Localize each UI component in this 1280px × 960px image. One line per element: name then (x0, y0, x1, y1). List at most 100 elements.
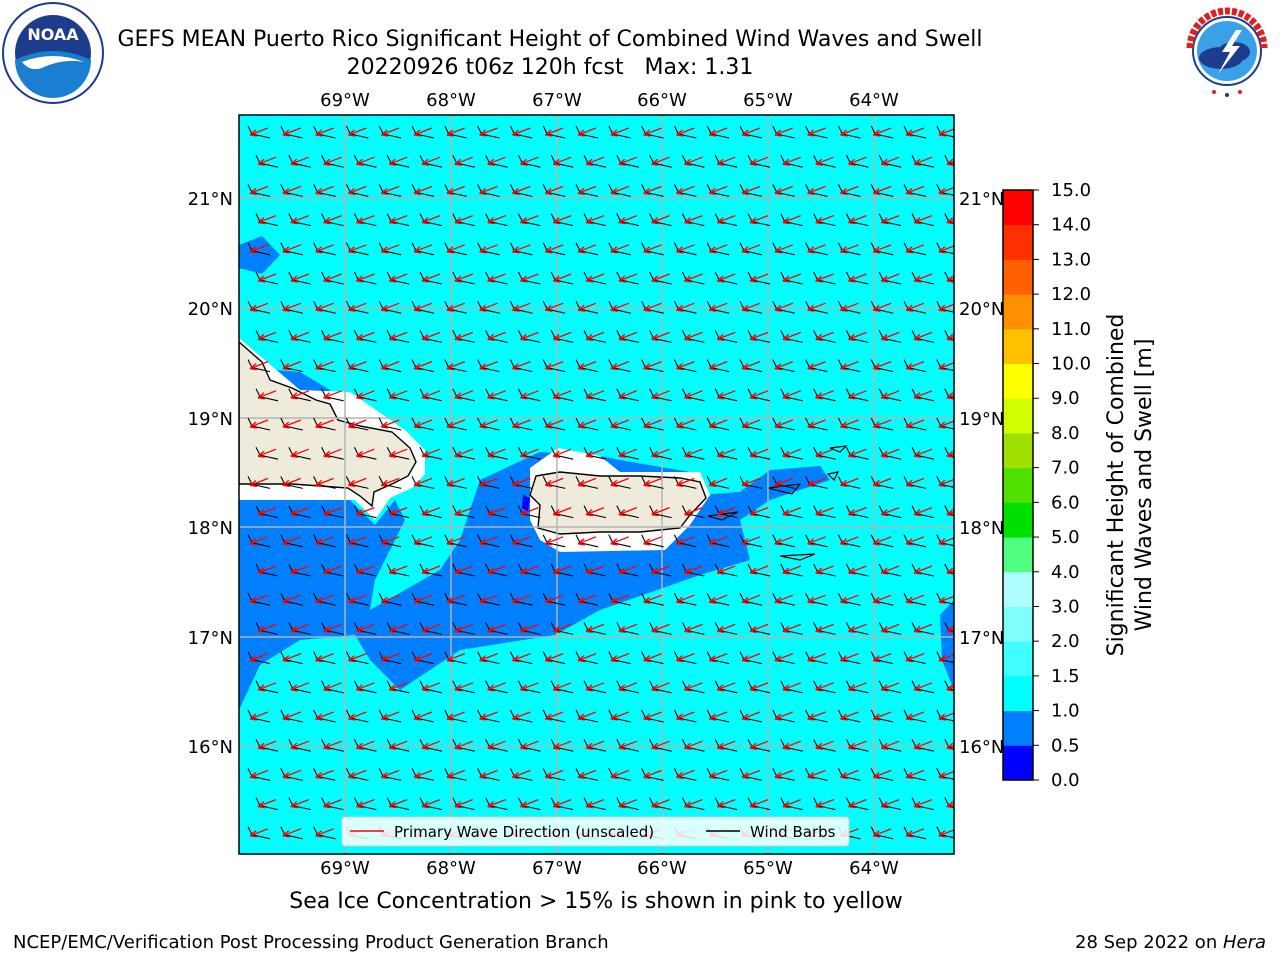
wind-barb (313, 242, 336, 256)
wave-arrow (552, 798, 572, 809)
wind-barb (641, 125, 664, 139)
wave-arrow (487, 740, 506, 750)
wave-arrow (815, 273, 834, 283)
wind-barb (517, 388, 541, 402)
wave-arrow (708, 244, 728, 254)
wind-barb (616, 271, 639, 285)
wind-barb (911, 738, 935, 752)
wind-barb (837, 300, 861, 314)
wind-barb (485, 622, 508, 635)
wave-arrow (847, 798, 867, 809)
wave-arrow (487, 331, 506, 342)
wave-arrow (585, 156, 605, 166)
wind-barb (706, 359, 730, 373)
wave-arrow (913, 623, 933, 634)
wave-arrow (749, 390, 769, 400)
wind-barb (575, 359, 599, 373)
wave-arrow (585, 506, 605, 517)
wave-arrow (741, 185, 761, 196)
wave-arrow (839, 652, 859, 663)
wind-barb (780, 680, 803, 694)
wave-arrow (257, 331, 277, 342)
wind-barb (542, 417, 566, 431)
wave-arrow (479, 711, 498, 721)
wave-arrow (683, 565, 703, 575)
wind-barb (673, 651, 697, 665)
wave-arrow (487, 798, 506, 809)
colorbar-segment (1003, 710, 1033, 746)
wave-arrow (487, 214, 506, 225)
wave-arrow (847, 390, 867, 400)
wave-arrow (511, 185, 531, 196)
wind-barb (444, 651, 467, 665)
wind-barb (845, 330, 869, 343)
wind-barb (452, 271, 475, 285)
wave-arrow (749, 448, 769, 458)
wave-arrow (257, 740, 277, 750)
wave-arrow (355, 740, 375, 750)
wave-arrow (577, 711, 597, 721)
wave-arrow (651, 214, 670, 225)
wave-arrow (708, 127, 728, 137)
wave-arrow (749, 798, 769, 809)
lon-label-bottom: 64°W (849, 858, 899, 879)
wind-barb (411, 417, 435, 431)
wind-barb (550, 622, 574, 635)
wave-arrow (782, 273, 802, 283)
wave-arrow (290, 448, 310, 458)
wave-arrow (683, 214, 703, 225)
wave-arrow (839, 769, 859, 780)
wave-arrow (880, 156, 900, 166)
wind-barb (477, 300, 500, 314)
wind-barb (706, 709, 730, 723)
wave-arrow (675, 711, 695, 721)
wind-barb (345, 709, 369, 723)
wind-barb (247, 242, 271, 256)
wind-barb (911, 797, 935, 811)
wind-barb (616, 330, 639, 343)
wind-barb (575, 184, 599, 197)
wind-barb (444, 476, 467, 489)
wind-barb (583, 680, 607, 694)
wave-arrow (585, 682, 605, 692)
wave-arrow (749, 682, 769, 692)
wave-arrow (782, 506, 802, 517)
wind-barb (452, 622, 475, 635)
wave-arrow (454, 214, 474, 225)
wave-arrow (643, 419, 662, 429)
wave-arrow (643, 594, 662, 604)
wave-arrow (651, 331, 670, 342)
wave-arrow (815, 740, 834, 750)
wave-arrow (618, 565, 638, 575)
wave-arrow (511, 244, 531, 254)
wave-arrow (839, 536, 859, 546)
wind-barb (321, 505, 344, 519)
wave-arrow (839, 477, 859, 488)
wind-barb (870, 184, 894, 197)
wave-arrow (479, 769, 498, 780)
wind-barb (903, 184, 927, 197)
wave-arrow (355, 623, 375, 634)
wind-barb (550, 680, 574, 694)
wind-barb (878, 797, 902, 811)
wind-barb (944, 622, 954, 634)
wind-barb (714, 271, 738, 285)
wave-arrow (815, 506, 834, 517)
wave-arrow (774, 536, 794, 546)
colorbar-tick-label: 14.0 (1051, 215, 1091, 236)
wind-barb (550, 213, 574, 227)
wave-arrow (610, 711, 630, 721)
wave-arrow (905, 244, 925, 254)
wind-barb (944, 271, 954, 283)
wave-arrow (323, 623, 342, 634)
wave-arrow (290, 156, 310, 166)
wind-barb (378, 300, 402, 314)
wind-barb (509, 709, 533, 723)
wind-barb (616, 622, 639, 635)
wind-barb (247, 184, 271, 197)
wave-arrow (716, 623, 736, 634)
wind-barb (419, 330, 443, 343)
wave-arrow (946, 625, 954, 634)
wind-barb (378, 417, 402, 431)
lon-label-top: 68°W (426, 90, 476, 111)
